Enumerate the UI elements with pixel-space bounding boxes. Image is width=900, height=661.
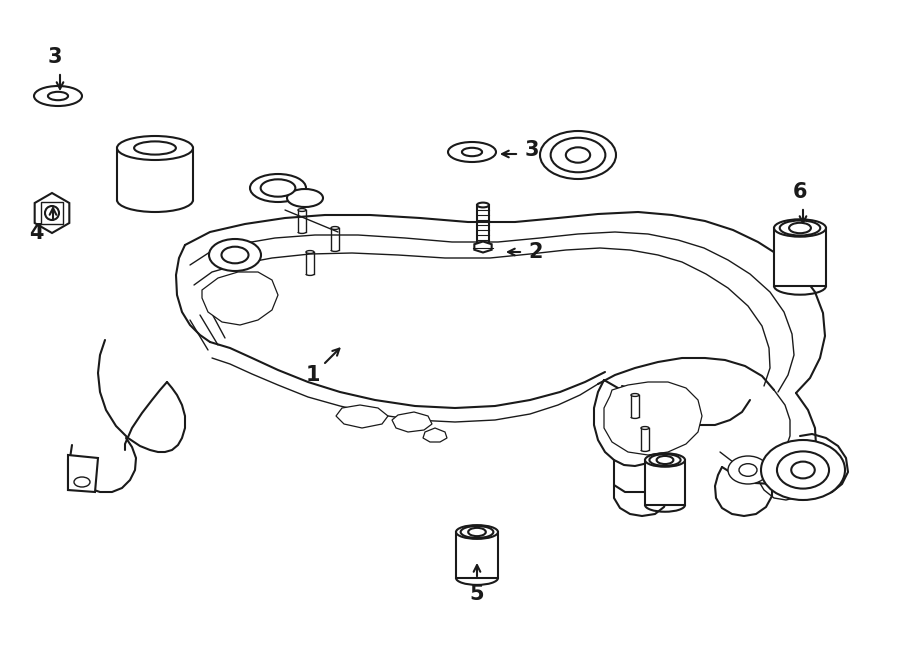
- Bar: [41, 202, 63, 224]
- Ellipse shape: [117, 136, 193, 160]
- Polygon shape: [392, 412, 432, 432]
- Bar: [774, 228, 826, 286]
- Polygon shape: [604, 382, 702, 455]
- Ellipse shape: [448, 142, 496, 162]
- Ellipse shape: [739, 464, 757, 477]
- Ellipse shape: [261, 179, 295, 197]
- Ellipse shape: [656, 453, 664, 457]
- Ellipse shape: [657, 456, 673, 464]
- Polygon shape: [423, 428, 447, 442]
- Ellipse shape: [650, 454, 680, 466]
- Text: 3: 3: [48, 47, 62, 67]
- Polygon shape: [336, 405, 388, 428]
- Ellipse shape: [468, 528, 486, 536]
- Ellipse shape: [250, 174, 306, 202]
- Text: 6: 6: [793, 182, 807, 202]
- Ellipse shape: [462, 148, 482, 156]
- Text: 5: 5: [470, 584, 484, 604]
- Ellipse shape: [645, 453, 685, 467]
- Ellipse shape: [287, 189, 323, 207]
- Ellipse shape: [551, 137, 606, 173]
- Ellipse shape: [779, 221, 820, 235]
- Polygon shape: [474, 241, 491, 253]
- Ellipse shape: [34, 86, 82, 106]
- Ellipse shape: [74, 477, 90, 487]
- Ellipse shape: [631, 393, 639, 397]
- Bar: [645, 460, 685, 505]
- Ellipse shape: [221, 247, 248, 263]
- Ellipse shape: [777, 451, 829, 488]
- Ellipse shape: [456, 525, 498, 539]
- Text: 1: 1: [306, 365, 320, 385]
- Ellipse shape: [477, 203, 489, 208]
- Ellipse shape: [209, 239, 261, 271]
- Polygon shape: [68, 455, 98, 492]
- Ellipse shape: [298, 209, 306, 212]
- Polygon shape: [35, 193, 69, 233]
- Polygon shape: [68, 460, 95, 490]
- Ellipse shape: [461, 526, 493, 538]
- Polygon shape: [202, 272, 278, 325]
- Ellipse shape: [641, 426, 649, 430]
- Text: 3: 3: [525, 140, 539, 160]
- Bar: [456, 532, 498, 578]
- Ellipse shape: [540, 131, 616, 179]
- Ellipse shape: [306, 251, 314, 253]
- Ellipse shape: [791, 461, 814, 479]
- Ellipse shape: [728, 456, 768, 484]
- Text: 4: 4: [29, 223, 43, 243]
- Ellipse shape: [331, 227, 339, 229]
- Ellipse shape: [45, 206, 59, 220]
- Ellipse shape: [48, 92, 68, 100]
- Ellipse shape: [134, 141, 176, 155]
- Ellipse shape: [774, 219, 826, 237]
- Ellipse shape: [789, 223, 811, 233]
- Ellipse shape: [566, 147, 590, 163]
- Ellipse shape: [761, 440, 845, 500]
- Text: 2: 2: [529, 242, 544, 262]
